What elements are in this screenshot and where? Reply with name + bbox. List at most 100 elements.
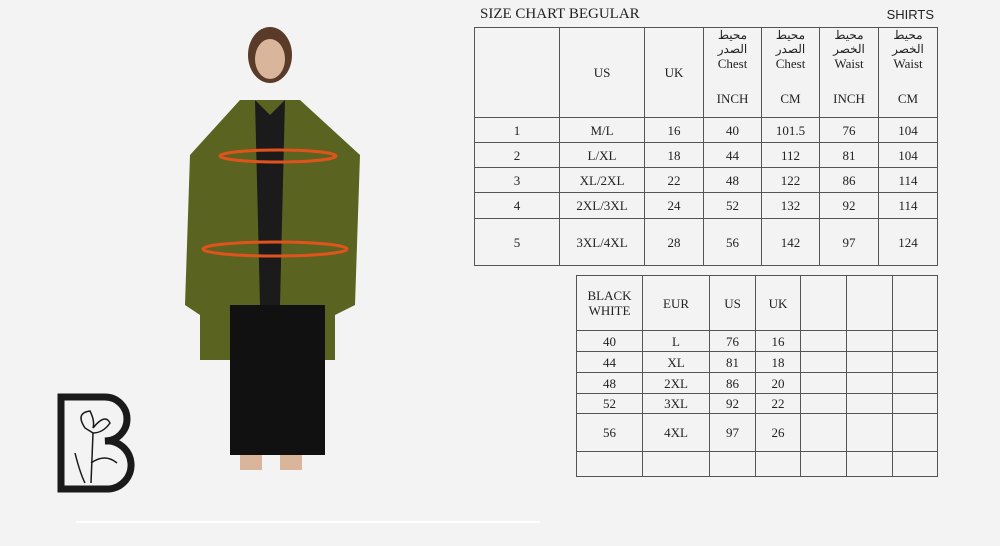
header-cell: محيط الصدر Chest CM: [761, 27, 820, 118]
table-cell: 20: [755, 372, 801, 394]
table-row: 4 2XL/3XL 24 52 132 92 114: [474, 192, 938, 219]
table-cell: [892, 351, 938, 373]
table-cell: 4XL: [642, 413, 710, 452]
table-cell: 40: [576, 330, 643, 352]
table-cell: 142: [761, 218, 820, 266]
category-label: SHIRTS: [886, 7, 934, 22]
table-cell: [846, 451, 893, 477]
table-cell: [892, 451, 938, 477]
table-cell: 86: [709, 372, 756, 394]
table-cell: 44: [576, 351, 643, 373]
table-row: 44 XL 81 18: [576, 351, 938, 373]
table-cell: [846, 351, 893, 373]
table-cell: 101.5: [761, 117, 820, 143]
table-header-row: US UK محيط الصدر Chest INCH محيط الصدر Ches…: [474, 27, 938, 118]
table-cell: 97: [819, 218, 879, 266]
table-cell: 104: [878, 117, 938, 143]
header-cell: [474, 27, 560, 118]
table-cell: 22: [755, 393, 801, 414]
table-cell: [892, 413, 938, 452]
table-cell: 92: [709, 393, 756, 414]
table-cell: 76: [819, 117, 879, 143]
table-cell: 3XL: [642, 393, 710, 414]
chart-title: SIZE CHART BEGULAR: [480, 6, 640, 22]
table-row: 2 L/XL 18 44 112 81 104: [474, 142, 938, 168]
table-row: 56 4XL 97 26: [576, 413, 938, 452]
table-cell: 24: [644, 192, 704, 219]
table-cell: 86: [819, 167, 879, 193]
table-cell: [892, 393, 938, 414]
table-cell: [846, 372, 893, 394]
table-cell: 81: [819, 142, 879, 168]
table-cell: [800, 451, 847, 477]
table-row: [576, 451, 938, 477]
table-cell: 81: [709, 351, 756, 373]
model-photo: [185, 27, 360, 470]
table-cell: 26: [755, 413, 801, 452]
header-cell: EUR: [642, 275, 710, 331]
table-cell: 56: [703, 218, 762, 266]
table-cell: 18: [755, 351, 801, 373]
table-cell: 56: [576, 413, 643, 452]
table-row: 1 M/L 16 40 101.5 76 104: [474, 117, 938, 143]
table-cell: [892, 330, 938, 352]
table-cell: 18: [644, 142, 704, 168]
table-cell: 132: [761, 192, 820, 219]
table-cell: 52: [576, 393, 643, 414]
table-cell: [576, 451, 643, 477]
table-cell: [642, 451, 710, 477]
table-cell: 4: [474, 192, 560, 219]
table-row: 5 3XL/4XL 28 56 142 97 124: [474, 218, 938, 266]
table-cell: 124: [878, 218, 938, 266]
header-cell: [800, 275, 847, 331]
table-cell: [800, 372, 847, 394]
table-cell: L: [642, 330, 710, 352]
header-cell: US: [709, 275, 756, 331]
header-cell: [846, 275, 893, 331]
conversion-chart-table: BLACK WHITE EUR US UK 40 L 76 16 44 XL 81 18 48 2X…: [576, 275, 938, 477]
header-cell: محيط الخصر Waist INCH: [819, 27, 879, 118]
table-cell: 3XL/4XL: [559, 218, 645, 266]
table-cell: 40: [703, 117, 762, 143]
table-cell: XL: [642, 351, 710, 373]
header-cell: محيط الصدر Chest INCH: [703, 27, 762, 118]
table-cell: 1: [474, 117, 560, 143]
header-cell: UK: [644, 27, 704, 118]
table-cell: 114: [878, 192, 938, 219]
table-cell: 5: [474, 218, 560, 266]
table-cell: 104: [878, 142, 938, 168]
table-cell: [846, 413, 893, 452]
table-row: 52 3XL 92 22: [576, 393, 938, 414]
table-header-row: BLACK WHITE EUR US UK: [576, 275, 938, 331]
header-cell: محيط الخصر Waist CM: [878, 27, 938, 118]
header-cell: BLACK WHITE: [576, 275, 643, 331]
header-cell: US: [559, 27, 645, 118]
table-cell: 2XL: [642, 372, 710, 394]
table-row: 3 XL/2XL 22 48 122 86 114: [474, 167, 938, 193]
table-cell: 16: [644, 117, 704, 143]
table-cell: 112: [761, 142, 820, 168]
table-cell: [846, 330, 893, 352]
table-cell: [800, 351, 847, 373]
table-cell: 92: [819, 192, 879, 219]
table-cell: 44: [703, 142, 762, 168]
table-cell: 76: [709, 330, 756, 352]
table-cell: 48: [576, 372, 643, 394]
table-cell: 3: [474, 167, 560, 193]
table-cell: 2: [474, 142, 560, 168]
table-row: 48 2XL 86 20: [576, 372, 938, 394]
table-cell: M/L: [559, 117, 645, 143]
table-cell: [846, 393, 893, 414]
header-cell: [892, 275, 938, 331]
table-cell: 97: [709, 413, 756, 452]
table-cell: 114: [878, 167, 938, 193]
table-cell: [755, 451, 801, 477]
table-cell: 122: [761, 167, 820, 193]
table-cell: [800, 413, 847, 452]
table-cell: L/XL: [559, 142, 645, 168]
table-cell: [709, 451, 756, 477]
brand-logo-icon: [57, 393, 135, 493]
table-cell: 52: [703, 192, 762, 219]
table-cell: 2XL/3XL: [559, 192, 645, 219]
table-row: 40 L 76 16: [576, 330, 938, 352]
